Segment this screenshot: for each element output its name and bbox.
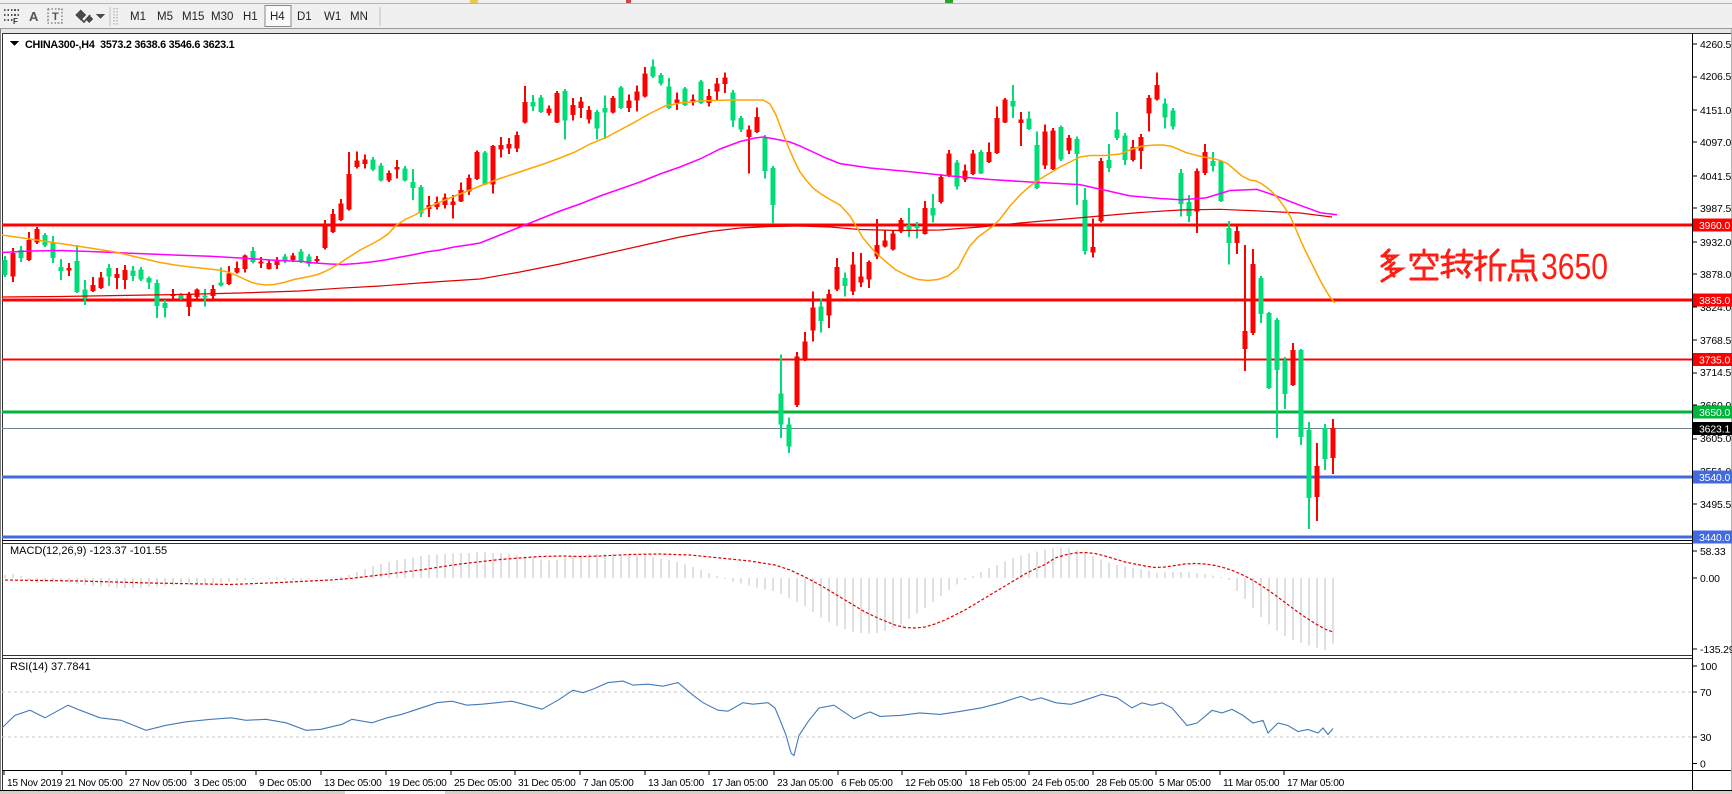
- svg-text:4206.5: 4206.5: [1700, 72, 1732, 83]
- svg-text:3 Dec 05:00: 3 Dec 05:00: [194, 778, 247, 789]
- svg-text:18 Feb 05:00: 18 Feb 05:00: [969, 778, 1027, 789]
- svg-text:11 Mar 05:00: 11 Mar 05:00: [1223, 778, 1280, 789]
- svg-text:3960.0: 3960.0: [1699, 221, 1731, 232]
- svg-text:21 Nov 05:00: 21 Nov 05:00: [65, 778, 123, 789]
- svg-text:6 Feb 05:00: 6 Feb 05:00: [841, 778, 893, 789]
- svg-text:17 Jan 05:00: 17 Jan 05:00: [712, 778, 768, 789]
- svg-text:70: 70: [1700, 688, 1712, 699]
- svg-text:7 Jan 05:00: 7 Jan 05:00: [583, 778, 634, 789]
- svg-text:MN: MN: [350, 11, 368, 23]
- svg-text:W1: W1: [324, 11, 341, 23]
- svg-text:3735.0: 3735.0: [1699, 356, 1731, 367]
- svg-text:M5: M5: [157, 11, 173, 23]
- svg-text:58.33: 58.33: [1700, 547, 1726, 558]
- svg-text:3623.1: 3623.1: [1699, 425, 1731, 436]
- svg-text:M30: M30: [211, 11, 233, 23]
- svg-text:5 Mar 05:00: 5 Mar 05:00: [1159, 778, 1211, 789]
- svg-text:3714.5: 3714.5: [1700, 368, 1732, 379]
- svg-text:3440.0: 3440.0: [1699, 533, 1731, 544]
- svg-text:RSI(14) 37.7841: RSI(14) 37.7841: [10, 661, 91, 673]
- svg-text:3495.5: 3495.5: [1700, 500, 1732, 511]
- svg-text:3540.0: 3540.0: [1699, 473, 1731, 484]
- svg-text:23 Jan 05:00: 23 Jan 05:00: [777, 778, 833, 789]
- svg-text:F: F: [13, 17, 18, 26]
- svg-text:CHINA300-,H4 3573.2 3638.6 35: CHINA300-,H4 3573.2 3638.6 3546.6 3623.1: [25, 39, 235, 51]
- svg-text:13 Jan 05:00: 13 Jan 05:00: [648, 778, 704, 789]
- svg-text:M1: M1: [130, 11, 146, 23]
- svg-text:H4: H4: [270, 11, 285, 23]
- svg-text:31 Dec 05:00: 31 Dec 05:00: [518, 778, 576, 789]
- svg-text:25 Dec 05:00: 25 Dec 05:00: [454, 778, 512, 789]
- svg-text:0: 0: [1700, 759, 1706, 770]
- svg-text:4041.5: 4041.5: [1700, 172, 1732, 183]
- svg-text:MACD(12,26,9) -123.37 -101.55: MACD(12,26,9) -123.37 -101.55: [10, 545, 167, 557]
- svg-text:H1: H1: [243, 11, 258, 23]
- svg-text:4260.5: 4260.5: [1700, 40, 1732, 51]
- svg-text:3605.0: 3605.0: [1700, 434, 1732, 445]
- svg-text:9 Dec 05:00: 9 Dec 05:00: [259, 778, 312, 789]
- svg-text:17 Mar 05:00: 17 Mar 05:00: [1287, 778, 1345, 789]
- svg-text:3835.0: 3835.0: [1699, 296, 1731, 307]
- svg-text:4151.0: 4151.0: [1700, 106, 1732, 117]
- svg-text:19 Dec 05:00: 19 Dec 05:00: [389, 778, 447, 789]
- svg-text:0.00: 0.00: [1700, 574, 1720, 585]
- svg-text:3878.0: 3878.0: [1700, 270, 1732, 281]
- svg-text:3932.0: 3932.0: [1700, 238, 1732, 249]
- svg-text:100: 100: [1700, 662, 1717, 673]
- svg-text:3987.5: 3987.5: [1700, 204, 1732, 215]
- svg-text:3824.0: 3824.0: [1700, 303, 1732, 314]
- svg-text:D1: D1: [297, 11, 312, 23]
- svg-text:13 Dec 05:00: 13 Dec 05:00: [324, 778, 382, 789]
- svg-text:15 Nov 2019: 15 Nov 2019: [7, 778, 63, 789]
- svg-text:24 Feb 05:00: 24 Feb 05:00: [1032, 778, 1090, 789]
- svg-text:3768.5: 3768.5: [1700, 336, 1732, 347]
- svg-text:M15: M15: [182, 11, 204, 23]
- svg-text:-135.29: -135.29: [1700, 645, 1732, 656]
- svg-text:A: A: [29, 9, 39, 24]
- svg-text:30: 30: [1700, 733, 1712, 744]
- svg-text:28 Feb 05:00: 28 Feb 05:00: [1096, 778, 1154, 789]
- svg-text:12 Feb 05:00: 12 Feb 05:00: [905, 778, 963, 789]
- svg-text:T: T: [52, 11, 59, 23]
- svg-text:3650: 3650: [1541, 246, 1608, 287]
- svg-text:27 Nov 05:00: 27 Nov 05:00: [129, 778, 187, 789]
- svg-text:3650.0: 3650.0: [1699, 408, 1731, 419]
- svg-text:4097.0: 4097.0: [1700, 138, 1732, 149]
